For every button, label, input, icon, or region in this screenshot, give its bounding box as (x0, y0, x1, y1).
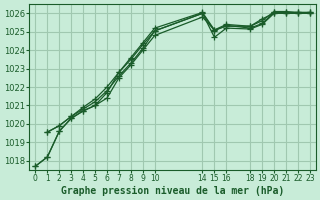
X-axis label: Graphe pression niveau de la mer (hPa): Graphe pression niveau de la mer (hPa) (61, 186, 284, 196)
